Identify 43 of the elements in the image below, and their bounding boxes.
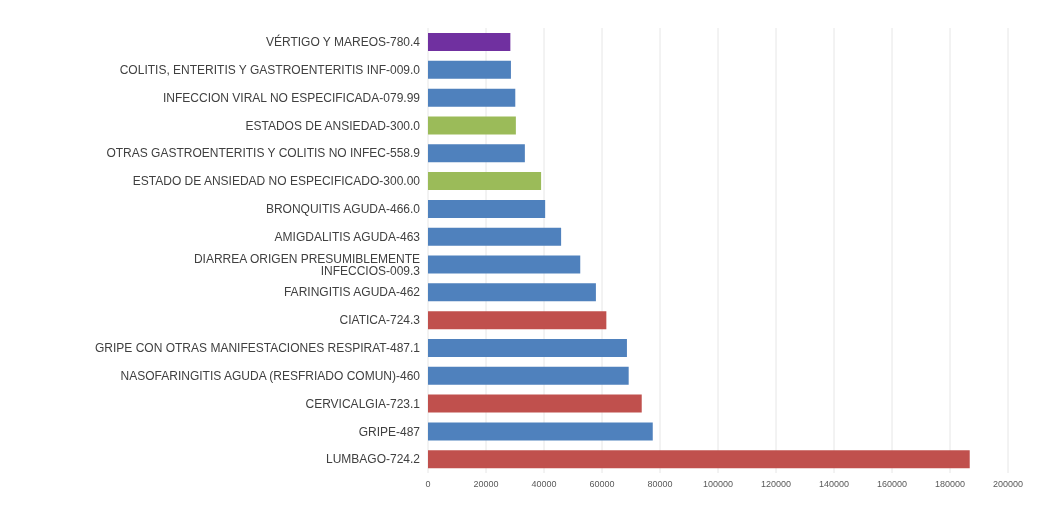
- x-tick-label: 80000: [647, 479, 673, 490]
- x-tick-label: 140000: [818, 479, 850, 490]
- bar: [428, 172, 542, 191]
- bar: [428, 450, 970, 469]
- bar: [428, 338, 627, 357]
- y-tick-label: ESTADO DE ANSIEDAD NO ESPECIFICADO-300.00: [132, 174, 421, 189]
- y-tick-label: GRIPE-487: [358, 424, 421, 439]
- y-tick-label: OTRAS GASTROENTERITIS Y COLITIS NO INFEC-558.9: [106, 146, 421, 161]
- x-tick-label: 120000: [760, 479, 792, 490]
- y-tick-label: CERVICALGIA-723.1: [305, 396, 421, 411]
- bar: [428, 394, 642, 413]
- y-tick-label: COLITIS, ENTERITIS Y GASTROENTERITIS INF-009.0: [119, 62, 421, 77]
- x-tick-label: 60000: [589, 479, 615, 490]
- bar: [428, 144, 525, 163]
- y-tick-label: AMIGDALITIS AGUDA-463: [274, 229, 421, 244]
- bar: [428, 311, 607, 330]
- x-tick-label: 0: [425, 479, 431, 490]
- x-tick-label: 180000: [934, 479, 966, 490]
- x-tick-label: 20000: [473, 479, 499, 490]
- bar: [428, 60, 511, 79]
- bar: [428, 33, 511, 51]
- y-tick-label: CIATICA-724.3: [339, 313, 421, 328]
- y-tick-label: NASOFARINGITIS AGUDA (RESFRIADO COMUN)-460: [120, 368, 421, 383]
- y-tick-label: FARINGITIS AGUDA-462: [283, 285, 421, 300]
- x-tick-label: 160000: [876, 479, 908, 490]
- y-tick-label: LUMBAGO-724.2: [325, 452, 421, 467]
- x-tick-label: 100000: [702, 479, 734, 490]
- y-tick-label: VÉRTIGO Y MAREOS-780.4: [265, 34, 421, 50]
- x-tick-label: 200000: [992, 479, 1024, 490]
- bar: [428, 422, 653, 441]
- y-tick-label: ESTADOS DE ANSIEDAD-300.0: [245, 118, 421, 133]
- y-tick-label: INFECCION VIRAL NO ESPECIFICADA-079.99: [163, 90, 421, 105]
- y-tick-label: GRIPE CON OTRAS MANIFESTACIONES RESPIRAT-487.1: [95, 341, 421, 356]
- y-tick-label: DIARREA ORIGEN PRESUMIBLEMENTE INFECCIOS-009.3: [193, 251, 421, 278]
- x-tick-label: 40000: [531, 479, 557, 490]
- bar: [428, 366, 629, 385]
- bar: [428, 116, 516, 135]
- bar: [428, 88, 516, 107]
- bar: [428, 227, 562, 246]
- y-tick-label: BRONQUITIS AGUDA-466.0: [265, 202, 421, 217]
- bar: [428, 255, 581, 274]
- bar: [428, 199, 546, 218]
- bar: [428, 283, 596, 302]
